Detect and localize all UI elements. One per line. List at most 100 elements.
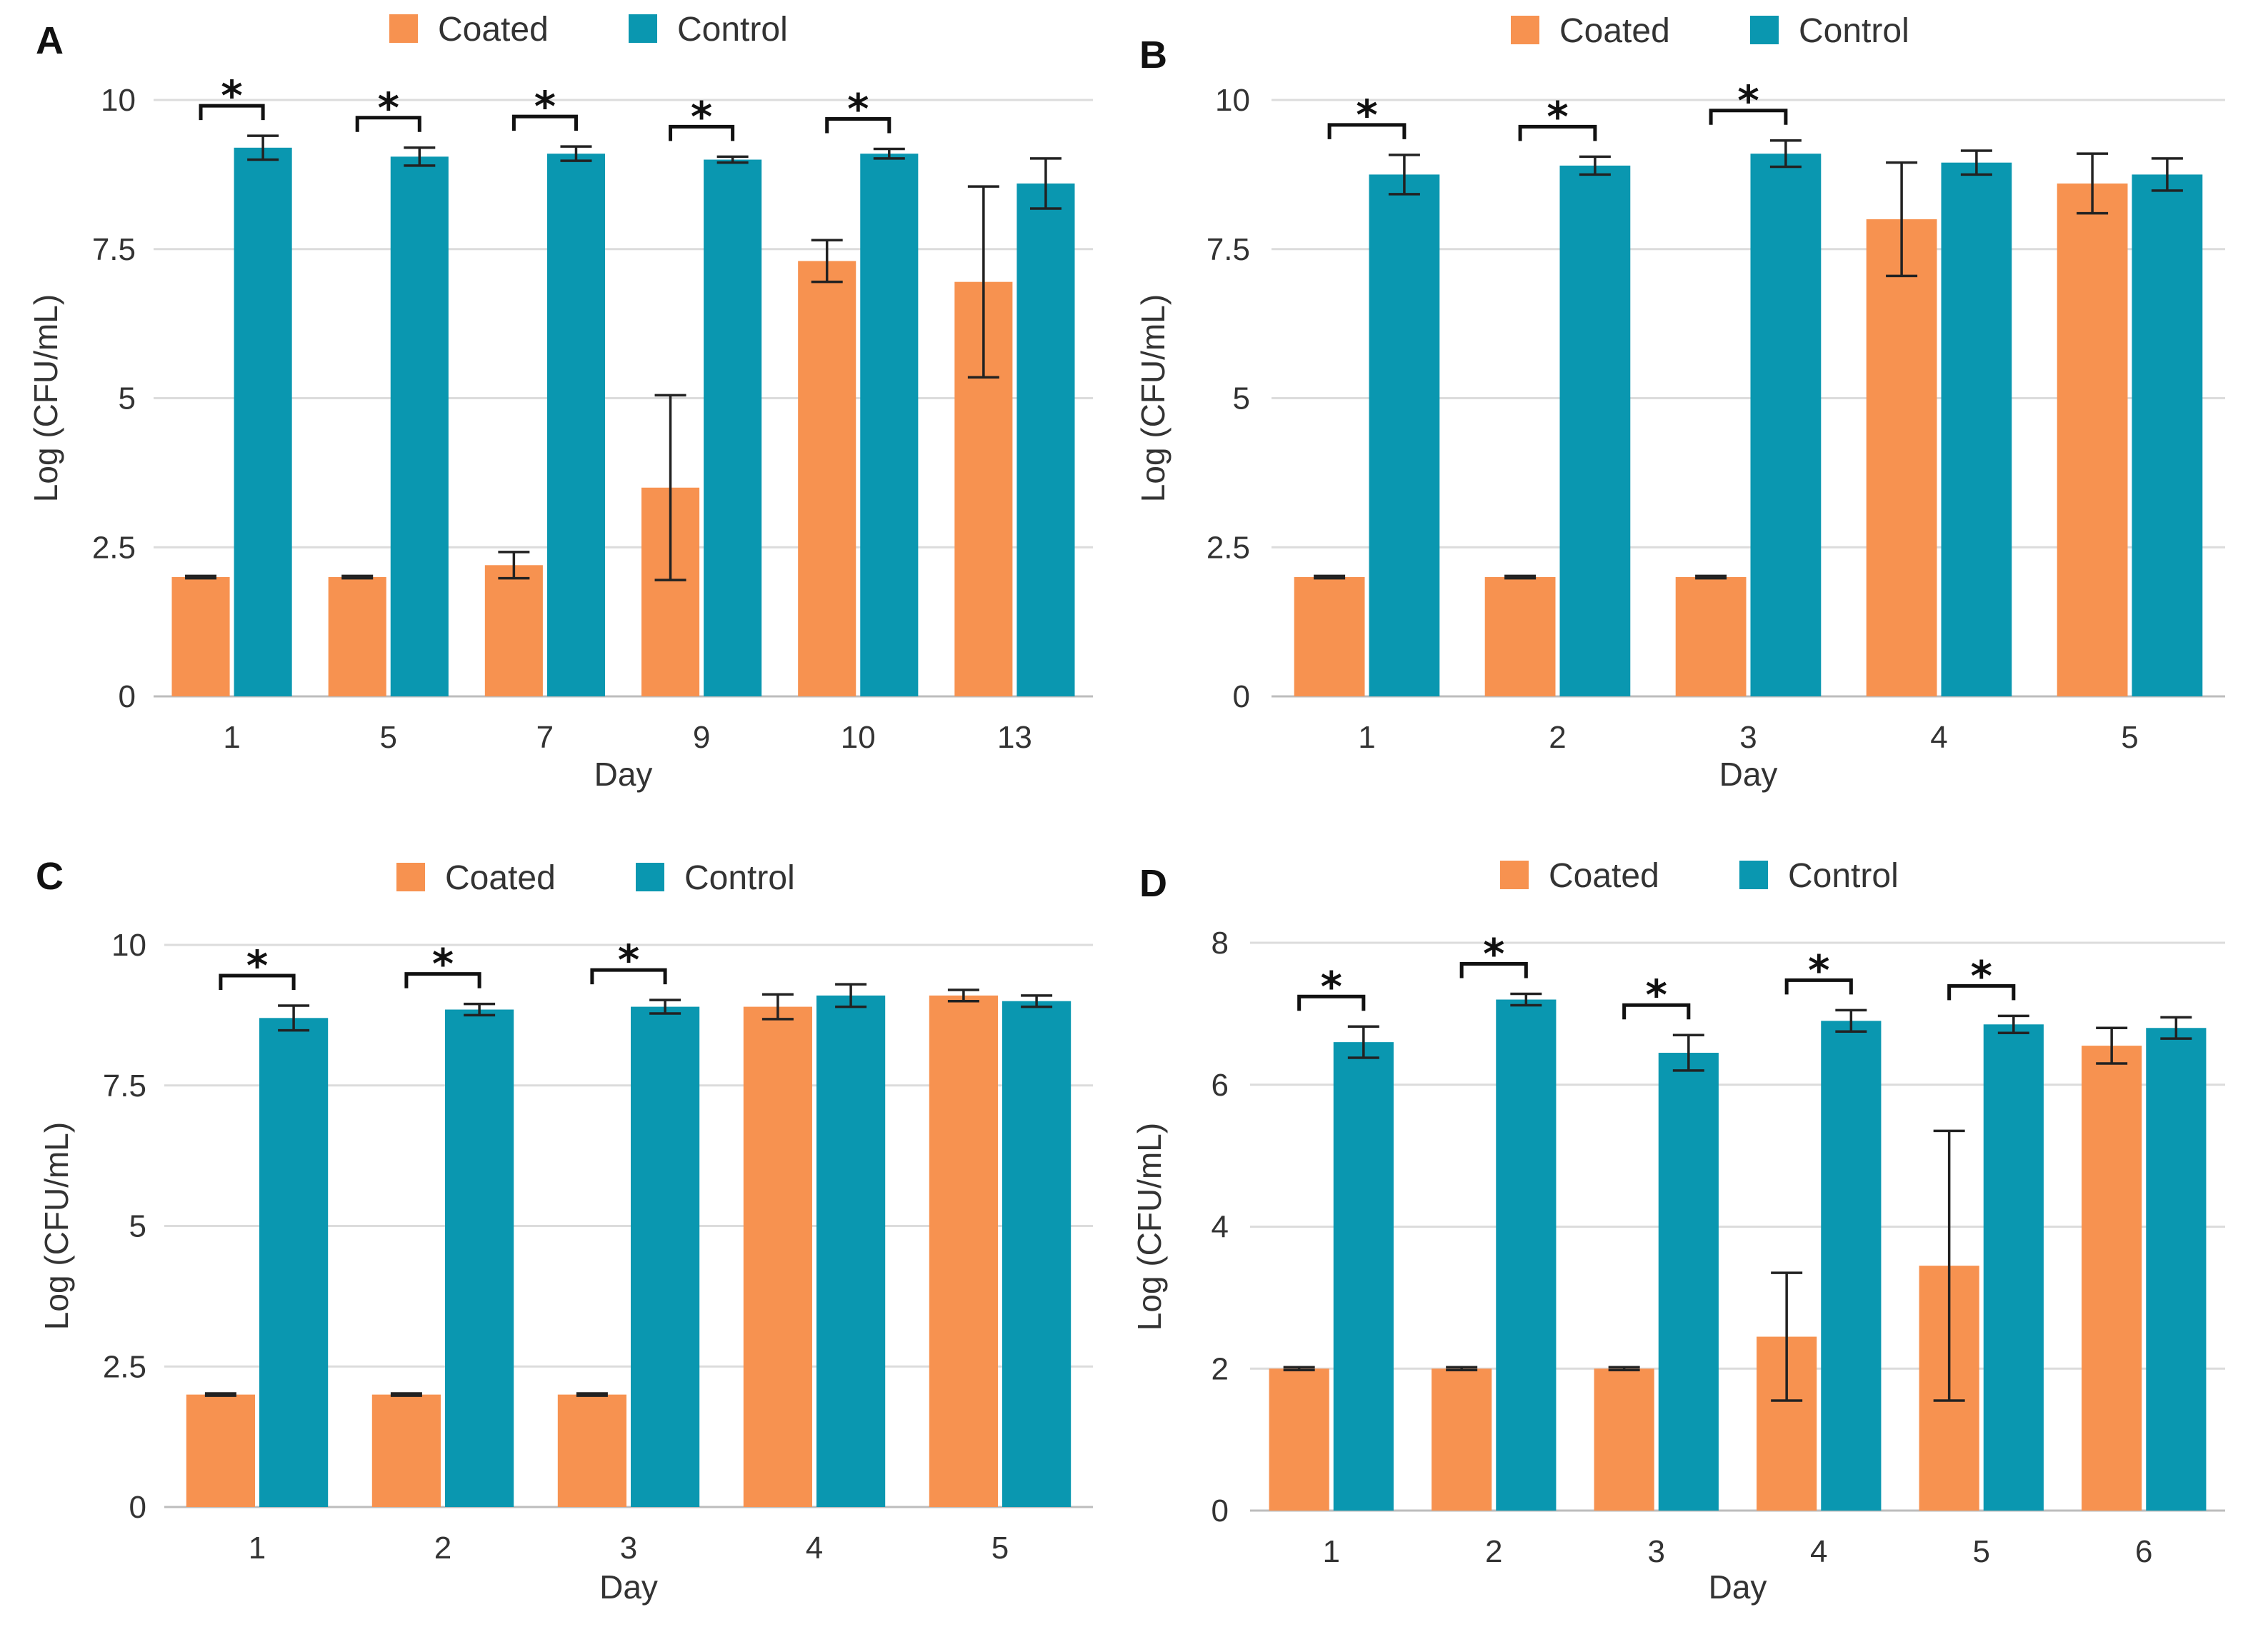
error-bar-coated <box>1504 574 1537 580</box>
y-tick-label: 0 <box>129 1490 146 1525</box>
significance-star: * <box>221 71 242 120</box>
error-bar-control <box>873 147 905 160</box>
bar-coated <box>1269 1368 1329 1511</box>
error-bar-control <box>1347 1025 1379 1059</box>
bar-coated <box>171 577 230 696</box>
error-bar-control <box>1997 1014 2029 1034</box>
y-tick-label: 10 <box>101 83 136 118</box>
y-tick-label: 4 <box>1212 1210 1229 1245</box>
x-tick-label: 3 <box>620 1531 637 1566</box>
error-bar-control <box>2160 1016 2192 1040</box>
significance-bracket: * <box>355 84 421 132</box>
x-tick-label: 3 <box>1739 720 1757 755</box>
bar-coated <box>1594 1368 1654 1511</box>
y-tick-label: 8 <box>1212 926 1229 961</box>
x-tick-label: 5 <box>2121 720 2138 755</box>
significance-bracket: * <box>219 941 296 990</box>
bar-control <box>1658 1053 1719 1511</box>
x-tick-label: 7 <box>536 720 554 755</box>
error-bar-coated <box>1933 1129 1965 1402</box>
y-axis-title: Log (CFU/mL) <box>38 1122 75 1330</box>
bracket-line <box>669 124 735 141</box>
chart-panel-c: C Coated Control 0 2.5 5 7.5 10 Log (CFU/mL) Day 1… <box>36 855 1093 1606</box>
significance-bracket: * <box>825 84 891 134</box>
legend-label-control: Control <box>1799 12 1909 50</box>
panel-label: A <box>36 19 64 62</box>
significance-star: * <box>1808 946 1829 994</box>
bar-control <box>1983 1024 2044 1511</box>
error-bar-control <box>1029 157 1061 210</box>
significance-star: * <box>378 84 399 132</box>
bar-coated <box>929 995 998 1507</box>
significance-star: * <box>1646 971 1667 1019</box>
y-tick-label: 7.5 <box>103 1068 146 1103</box>
bar-control <box>860 154 919 696</box>
significance-bracket: * <box>1784 946 1853 995</box>
bar-control <box>1496 999 1557 1511</box>
y-tick-label: 0 <box>1233 679 1250 714</box>
error-bar-control <box>464 1002 496 1017</box>
y-tick-label: 10 <box>1215 83 1250 118</box>
bar-coated <box>557 1394 626 1507</box>
bracket-line <box>1709 109 1788 125</box>
error-bar-control <box>835 983 867 1008</box>
significance-star: * <box>1547 92 1568 141</box>
significance-bracket: * <box>590 936 667 985</box>
error-bar-coated <box>967 185 999 379</box>
bar-control <box>1559 165 1631 697</box>
bar-coated <box>1294 577 1365 696</box>
bar-control <box>816 995 886 1507</box>
significance-star: * <box>1321 962 1342 1011</box>
bar-control <box>259 1018 329 1507</box>
error-bar-coated <box>341 574 374 580</box>
significance-star: * <box>246 941 268 990</box>
error-bar-coated <box>204 1392 236 1397</box>
bar-control <box>1016 183 1075 696</box>
y-tick-label: 7.5 <box>1207 232 1250 267</box>
legend-label-coated: Coated <box>445 859 556 897</box>
y-tick-label: 5 <box>129 1209 146 1244</box>
significance-bracket: * <box>1947 951 2016 1001</box>
bracket-line <box>511 114 578 131</box>
bracket-line <box>1518 124 1597 141</box>
legend-label-coated: Coated <box>1549 857 1659 895</box>
bar-coated <box>2057 183 2128 696</box>
significance-star: * <box>1483 930 1504 978</box>
chart-panel-a: A Coated Control 0 2.5 5 7.5 10 Log (CFU/mL) Day 1… <box>27 11 1093 793</box>
error-bar-coated <box>498 551 530 580</box>
legend-swatch-coated <box>396 863 425 891</box>
bracket-line <box>219 973 296 990</box>
legend-swatch-coated <box>1511 16 1539 44</box>
x-tick-label: 1 <box>249 1531 266 1566</box>
y-tick-label: 7.5 <box>92 232 136 267</box>
legend-swatch-control <box>636 863 664 891</box>
chart-panel-b: B Coated Control 0 2.5 5 7.5 10 Log (CFU/mL) Day 1… <box>1134 12 2225 793</box>
legend-swatch-control <box>1750 16 1779 44</box>
error-bar-control <box>2151 157 2183 192</box>
bar-control <box>2132 174 2203 696</box>
legend-swatch-coated <box>389 14 418 43</box>
bar-coated <box>1675 577 1747 696</box>
x-tick-label: 13 <box>997 720 1032 755</box>
error-bar-coated <box>1446 1366 1478 1371</box>
y-axis-title: Log (CFU/mL) <box>1134 294 1172 502</box>
x-tick-label: 4 <box>1810 1534 1827 1569</box>
x-tick-label: 3 <box>1648 1534 1665 1569</box>
error-bar-control <box>1769 139 1802 169</box>
error-bar-control <box>1960 149 1992 176</box>
error-bar-coated <box>390 1392 422 1397</box>
y-tick-label: 10 <box>111 928 146 963</box>
x-tick-label: 5 <box>380 720 397 755</box>
bracket-line <box>1459 962 1528 978</box>
error-bar-coated <box>1771 1271 1803 1402</box>
x-tick-label: 5 <box>991 1531 1009 1566</box>
x-tick-label: 1 <box>223 720 240 755</box>
x-tick-label: 10 <box>841 720 876 755</box>
error-bar-control <box>1579 155 1611 176</box>
bracket-line <box>355 116 421 132</box>
error-bar-coated <box>1314 574 1346 580</box>
panel-label: B <box>1139 34 1167 76</box>
error-bar-coated <box>2077 152 2109 215</box>
bracket-line <box>825 116 891 134</box>
significance-bracket: * <box>1327 91 1407 139</box>
